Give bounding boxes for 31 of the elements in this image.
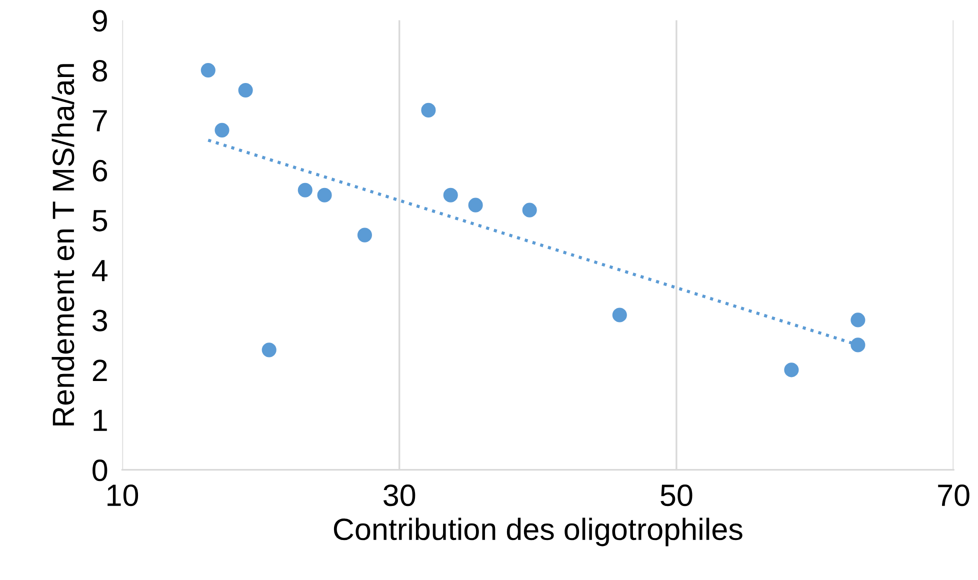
x-tick-label: 50 [660, 484, 692, 506]
x-tick-label: 10 [108, 484, 138, 506]
y-tick-label: 2 [92, 360, 107, 381]
point [262, 342, 276, 358]
point [317, 188, 332, 202]
point [850, 338, 866, 352]
y-tick-label: 9 [92, 10, 107, 32]
point [850, 312, 866, 328]
point [421, 102, 436, 118]
point [298, 182, 312, 198]
y-tick-label: 1 [94, 410, 107, 431]
x-tick-label: 30 [384, 484, 416, 506]
point [468, 198, 483, 212]
x-tick-label: 70 [938, 484, 970, 506]
y-tick-label: 4 [92, 260, 108, 282]
point [357, 228, 372, 242]
point [443, 188, 458, 202]
y-tick-label: 0 [92, 460, 108, 482]
point [214, 122, 230, 138]
y-tick-label: 3 [92, 310, 108, 332]
y-tick-label: 8 [92, 60, 108, 82]
point [784, 362, 799, 378]
point [522, 202, 537, 218]
point [200, 62, 216, 78]
y-axis-title: Rendement en T MS/ha/an [52, 64, 74, 426]
y-tick-label: 7 [92, 110, 107, 132]
x-axis-title: Contribution des oligotrophiles [334, 518, 742, 546]
point [238, 82, 253, 98]
point [612, 308, 627, 322]
y-tick-label: 5 [92, 210, 108, 232]
y-tick-label: 6 [92, 160, 108, 182]
